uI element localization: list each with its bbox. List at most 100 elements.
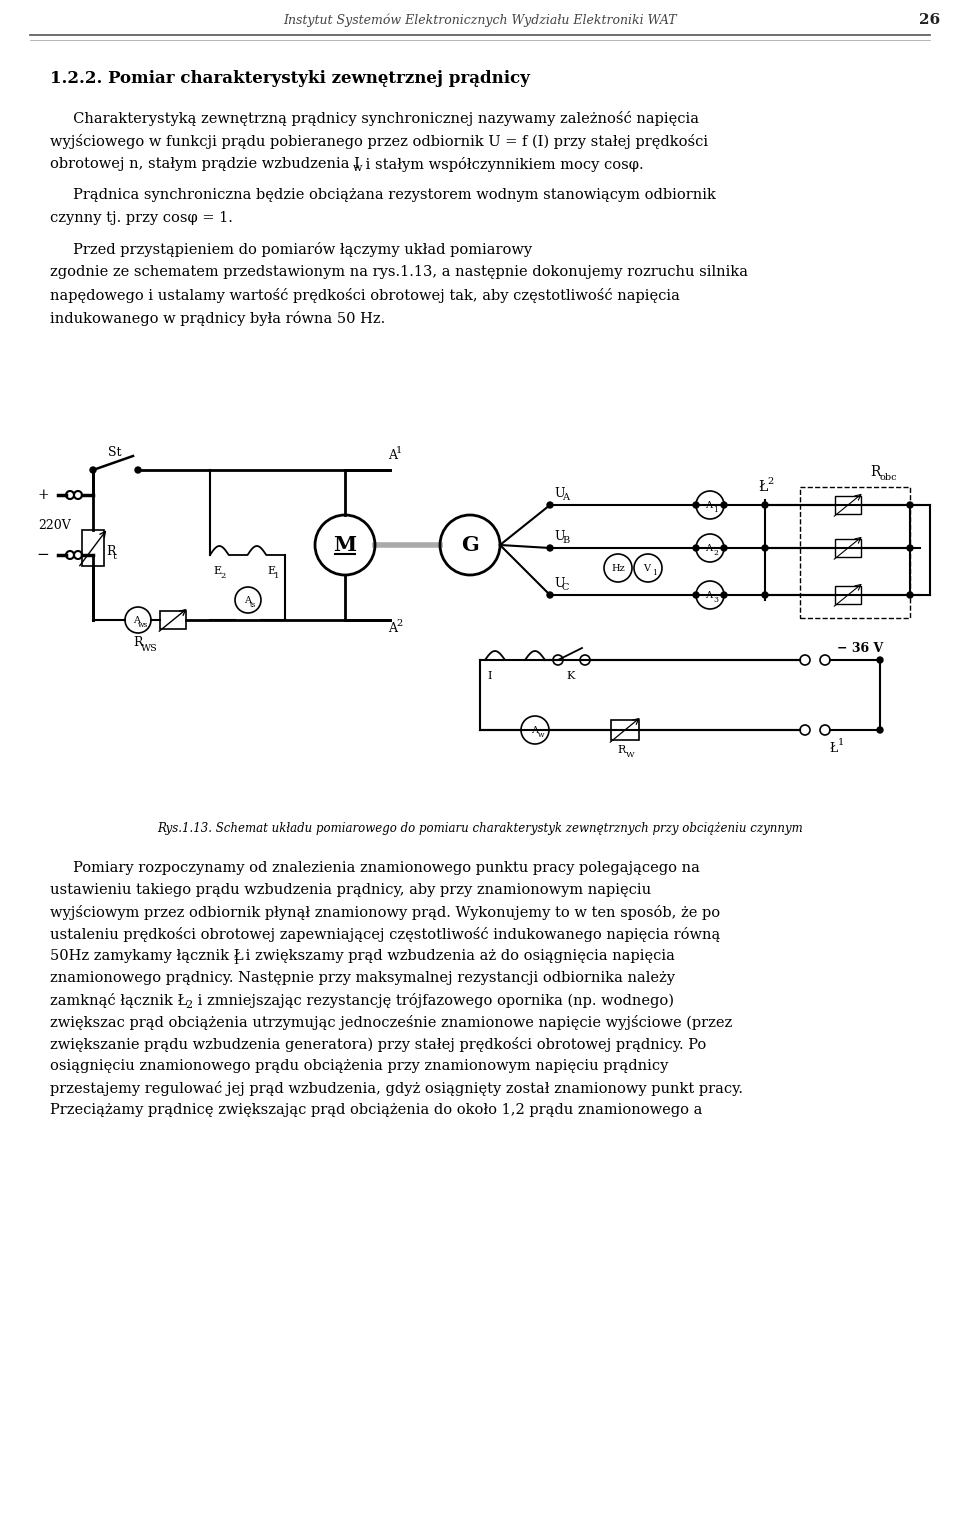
Text: +: + <box>37 488 49 502</box>
Text: C: C <box>562 583 569 592</box>
Text: ustawieniu takiego prądu wzbudzenia prądnicy, aby przy znamionowym napięciu: ustawieniu takiego prądu wzbudzenia prąd… <box>50 884 651 897</box>
Text: wyjściowego w funkcji prądu pobieranego przez odbiornik U = f (I) przy stałej pr: wyjściowego w funkcji prądu pobieranego … <box>50 133 708 148</box>
Circle shape <box>762 592 768 598</box>
Text: −: − <box>36 548 49 562</box>
Circle shape <box>721 502 727 508</box>
Text: R: R <box>870 465 880 479</box>
Bar <box>160 610 186 629</box>
Text: obrotowej n, stałym prądzie wzbudzenia I: obrotowej n, stałym prądzie wzbudzenia I <box>50 157 360 171</box>
Text: A: A <box>245 595 252 604</box>
Text: 2: 2 <box>713 549 718 557</box>
Text: 1: 1 <box>274 572 279 580</box>
Text: 1: 1 <box>713 507 718 514</box>
Text: R: R <box>106 545 115 557</box>
Text: ts: ts <box>250 601 256 609</box>
Text: A: A <box>133 615 140 624</box>
Text: E: E <box>213 566 221 575</box>
Text: znamionowego prądnicy. Następnie przy maksymalnej rezystancji odbiornika należy: znamionowego prądnicy. Następnie przy ma… <box>50 971 675 984</box>
Text: A: A <box>388 449 397 461</box>
Text: 220V: 220V <box>38 519 71 531</box>
Circle shape <box>721 545 727 551</box>
Text: i stałym współczynnikiem mocy cosφ.: i stałym współczynnikiem mocy cosφ. <box>361 157 643 171</box>
Text: ws: ws <box>138 621 148 629</box>
Text: indukowanego w prądnicy była równa 50 Hz.: indukowanego w prądnicy była równa 50 Hz… <box>50 310 385 325</box>
Text: ustaleniu prędkości obrotowej zapewniającej częstotliwość indukowanego napięcia : ustaleniu prędkości obrotowej zapewniają… <box>50 926 720 942</box>
Text: zwiększanie prądu wzbudzenia generatora) przy stałej prędkości obrotowej prądnic: zwiększanie prądu wzbudzenia generatora)… <box>50 1036 707 1051</box>
Text: i zwiększamy prąd wzbudzenia aż do osiągnięcia napięcia: i zwiększamy prąd wzbudzenia aż do osiąg… <box>241 949 675 963</box>
Text: w: w <box>353 163 363 172</box>
Text: V: V <box>643 563 651 572</box>
Circle shape <box>693 502 699 508</box>
Text: A: A <box>532 725 539 734</box>
Text: przestajemy regulować jej prąd wzbudzenia, gdyż osiągnięty został znamionowy pun: przestajemy regulować jej prąd wzbudzeni… <box>50 1080 743 1096</box>
Circle shape <box>693 545 699 551</box>
Text: R: R <box>618 745 626 755</box>
Text: A: A <box>388 621 397 635</box>
Text: zwiększac prąd obciążenia utrzymując jednocześnie znamionowe napięcie wyjściowe : zwiększac prąd obciążenia utrzymując jed… <box>50 1015 732 1030</box>
Text: Ł: Ł <box>758 481 768 494</box>
Circle shape <box>135 467 141 473</box>
Text: A: A <box>562 493 569 502</box>
Text: U: U <box>554 530 564 543</box>
Text: t: t <box>113 551 117 560</box>
Text: B: B <box>562 536 569 545</box>
Text: napędowego i ustalamy wartość prędkości obrotowej tak, aby częstotliwość napięci: napędowego i ustalamy wartość prędkości … <box>50 287 680 302</box>
Text: 2: 2 <box>220 572 226 580</box>
Circle shape <box>547 502 553 508</box>
Text: 2: 2 <box>768 476 774 485</box>
Text: A: A <box>706 591 712 600</box>
Text: Pomiary rozpoczynamy od znalezienia znamionowego punktu pracy polegającego na: Pomiary rozpoczynamy od znalezienia znam… <box>50 861 700 874</box>
Text: 1: 1 <box>233 955 240 966</box>
Text: 26: 26 <box>920 14 941 27</box>
Text: 3: 3 <box>713 597 718 604</box>
Text: E: E <box>267 566 276 575</box>
Text: Hz: Hz <box>612 563 625 572</box>
Text: zamknąć łącznik Ł: zamknąć łącznik Ł <box>50 992 187 1007</box>
Text: 1: 1 <box>653 569 658 577</box>
Text: 1.2.2. Pomiar charakterystyki zewnętrznej prądnicy: 1.2.2. Pomiar charakterystyki zewnętrzne… <box>50 70 530 87</box>
Text: 1: 1 <box>838 737 844 746</box>
Text: I: I <box>488 671 492 681</box>
Bar <box>611 720 639 740</box>
Circle shape <box>907 502 913 508</box>
Text: Przeciążamy prądnicę zwiększając prąd obciążenia do około 1,2 prądu znamionowego: Przeciążamy prądnicę zwiększając prąd ob… <box>50 1103 703 1117</box>
Circle shape <box>762 502 768 508</box>
Circle shape <box>877 658 883 662</box>
Text: R: R <box>133 635 142 649</box>
Text: zgodnie ze schematem przedstawionym na rys.1.13, a następnie dokonujemy rozruchu: zgodnie ze schematem przedstawionym na r… <box>50 266 748 279</box>
Circle shape <box>90 467 96 473</box>
Text: Rys.1.13. Schemat układu pomiarowego do pomiaru charakterystyk zewnętrznych przy: Rys.1.13. Schemat układu pomiarowego do … <box>157 821 803 835</box>
Text: i zmniejszając rezystancję trójfazowego opornika (np. wodnego): i zmniejszając rezystancję trójfazowego … <box>193 992 674 1007</box>
Text: 1: 1 <box>396 446 402 455</box>
Text: St: St <box>108 446 122 458</box>
Bar <box>835 539 861 557</box>
Text: osiągnięciu znamionowego prądu obciążenia przy znamionowym napięciu prądnicy: osiągnięciu znamionowego prądu obciążeni… <box>50 1059 668 1073</box>
Text: 2: 2 <box>185 1000 192 1010</box>
Circle shape <box>547 592 553 598</box>
Text: Prądnica synchroniczna będzie obciążana rezystorem wodnym stanowiącym odbiornik: Prądnica synchroniczna będzie obciążana … <box>50 188 716 201</box>
Text: Instytut Systemów Elektronicznych Wydziału Elektroniki WAT: Instytut Systemów Elektronicznych Wydzia… <box>283 14 677 27</box>
Text: Charakterystyką zewnętrzną prądnicy synchronicznej nazywamy zależność napięcia: Charakterystyką zewnętrzną prądnicy sync… <box>50 110 699 125</box>
Text: A: A <box>706 543 712 552</box>
Circle shape <box>762 545 768 551</box>
Text: K: K <box>566 671 575 681</box>
Text: czynny tj. przy cosφ = 1.: czynny tj. przy cosφ = 1. <box>50 211 233 224</box>
Text: G: G <box>461 536 479 555</box>
Bar <box>82 530 104 566</box>
Bar <box>800 487 910 618</box>
Text: Ł: Ł <box>830 742 838 754</box>
Text: 50Hz zamykamy łącznik Ł: 50Hz zamykamy łącznik Ł <box>50 949 244 963</box>
Circle shape <box>907 592 913 598</box>
Circle shape <box>693 592 699 598</box>
Text: 2: 2 <box>396 618 402 627</box>
Bar <box>835 586 861 604</box>
Circle shape <box>877 726 883 732</box>
Text: U: U <box>554 577 564 589</box>
Text: U: U <box>554 487 564 499</box>
Circle shape <box>907 545 913 551</box>
Text: Przed przystąpieniem do pomiarów łączymy układ pomiarowy: Przed przystąpieniem do pomiarów łączymy… <box>50 241 532 256</box>
Text: W: W <box>626 751 635 758</box>
Text: M: M <box>333 536 356 555</box>
Text: obc: obc <box>879 473 897 482</box>
Circle shape <box>547 545 553 551</box>
